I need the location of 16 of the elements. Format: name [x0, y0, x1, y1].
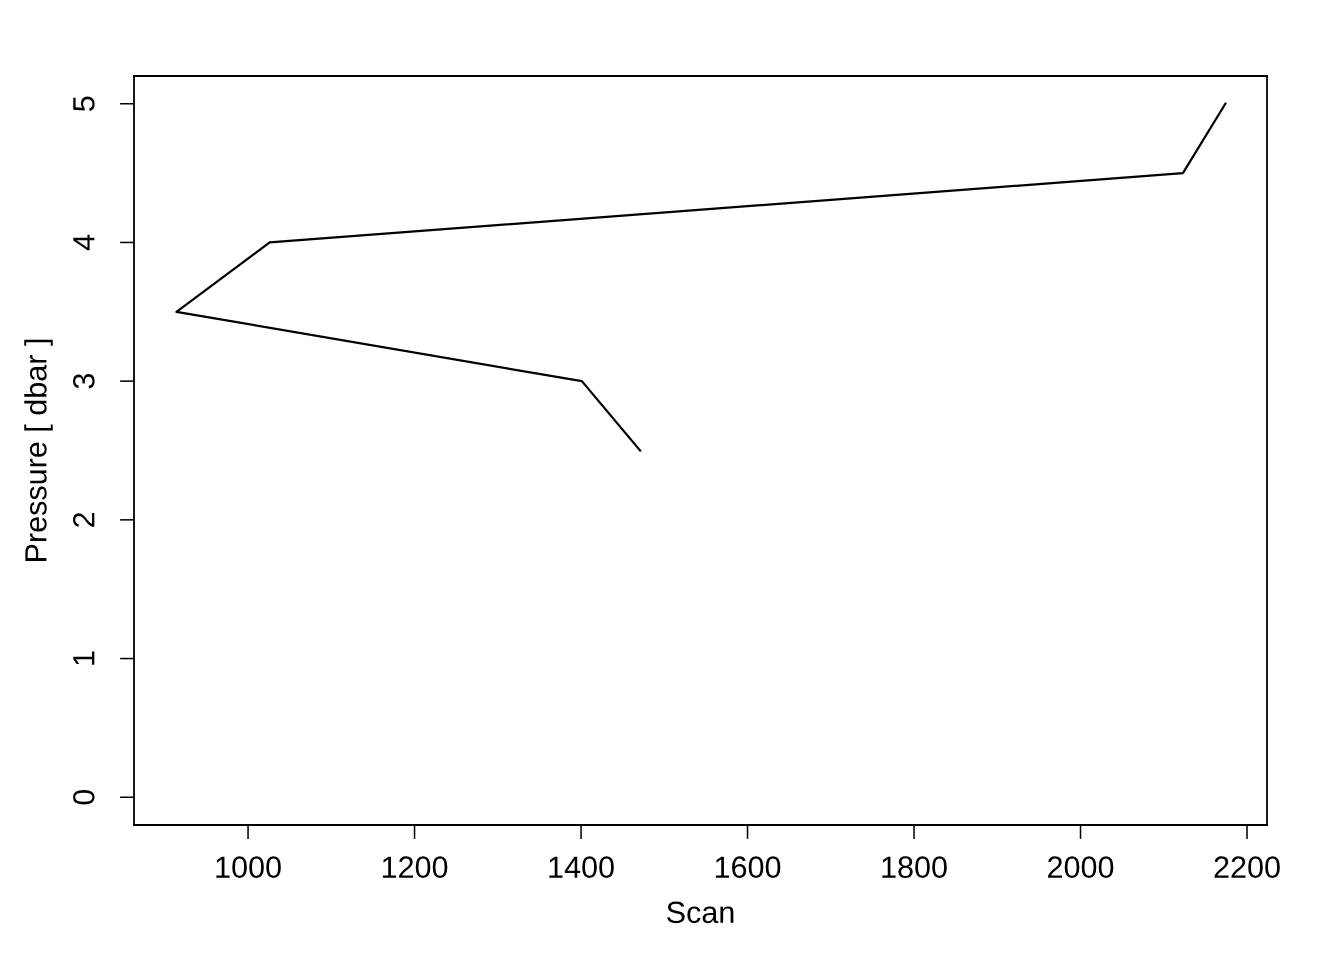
x-tick-label: 2000 [1048, 856, 1114, 878]
x-tick-label: 1600 [715, 856, 781, 878]
y-tick-label: 1 [73, 651, 95, 665]
y-tick-label: 3 [72, 373, 95, 389]
x-axis-title: Scan [667, 901, 734, 924]
x-tick-label: 1200 [382, 856, 448, 878]
y-tick-label: 5 [73, 96, 95, 112]
y-tick-label: 4 [73, 234, 95, 251]
x-tick-label: 1800 [882, 856, 947, 878]
x-tick-label: 1000 [216, 856, 281, 878]
y-tick-label: 2 [72, 512, 95, 527]
line-series [175, 102, 1227, 452]
x-tick-label: 1400 [549, 856, 614, 878]
x-tick-label: 2200 [1214, 856, 1280, 878]
y-axis-title: Pressure [ dbar ] [24, 339, 53, 561]
y-tick-label: 0 [72, 789, 95, 805]
